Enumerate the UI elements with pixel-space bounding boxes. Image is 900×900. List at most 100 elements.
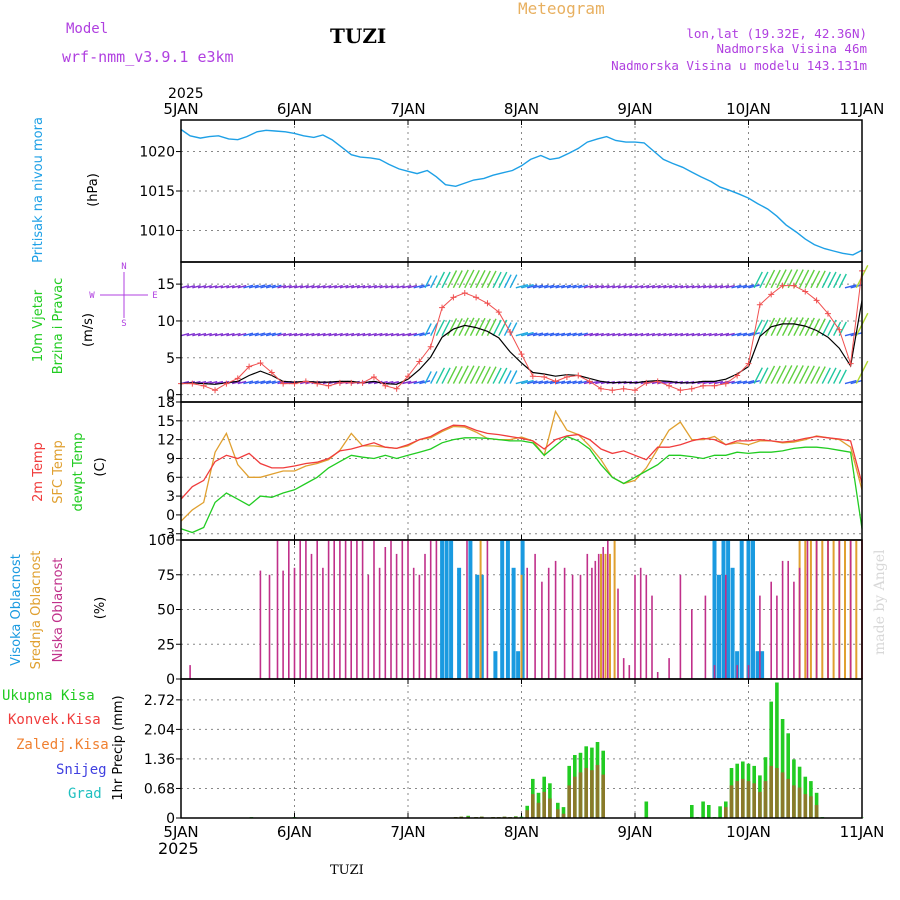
wind-flag xyxy=(838,273,847,289)
wind-flag xyxy=(226,332,235,337)
legend-hail: Grad xyxy=(68,786,102,802)
wind-flag xyxy=(368,332,377,337)
wind-flag xyxy=(555,332,566,337)
precip-bar xyxy=(758,791,762,818)
gust-marker xyxy=(325,382,332,389)
precip-bar xyxy=(573,776,577,818)
wind-flag xyxy=(697,332,707,337)
cloud-bar xyxy=(793,581,795,679)
wind-flag xyxy=(657,332,667,337)
wind-flag xyxy=(764,317,776,337)
wind-flag xyxy=(345,332,355,337)
bottom-date-label: 6JAN xyxy=(277,823,312,841)
cloud-bar xyxy=(547,567,550,679)
precip-bar xyxy=(718,806,722,818)
wind-flag xyxy=(481,318,491,336)
cloud-bar xyxy=(563,567,566,679)
cloud-bar xyxy=(268,574,271,680)
cloud-bar xyxy=(333,540,335,679)
wind-flag xyxy=(214,333,224,337)
cloud-bar xyxy=(781,560,784,679)
cloud-bar xyxy=(189,665,191,679)
wind-flag xyxy=(237,380,247,385)
wind-flag xyxy=(759,271,769,289)
wind-flag xyxy=(419,284,431,289)
cloud-bar xyxy=(613,540,616,679)
top-date-label: 10JAN xyxy=(726,100,771,118)
y-tick-label: 100 xyxy=(148,533,175,549)
wind-flag xyxy=(441,319,451,337)
wind-flag xyxy=(220,332,230,337)
wind-flag xyxy=(617,285,627,289)
gust-marker xyxy=(189,380,196,387)
wind-flag xyxy=(810,366,821,384)
wind-flag xyxy=(299,332,309,337)
cloud-bar xyxy=(726,540,731,679)
wind-flag xyxy=(719,332,730,337)
wind-flag xyxy=(589,380,599,385)
cloud-bar xyxy=(717,574,721,680)
cloud-bar xyxy=(759,595,761,679)
wind-flag xyxy=(192,285,201,289)
wind-flag xyxy=(407,284,418,289)
precip-bar xyxy=(590,770,594,818)
cloud-bar xyxy=(712,540,717,679)
temp2m-title: 2m Temp xyxy=(31,442,46,502)
wind-flag xyxy=(725,332,735,337)
wind-flag xyxy=(651,284,661,289)
wind-flag xyxy=(447,365,458,384)
y-tick-label: 0.68 xyxy=(144,781,175,797)
wind-flag xyxy=(668,284,678,289)
y-tick-label: 2.72 xyxy=(144,693,175,709)
wind-flag xyxy=(282,332,292,337)
wind-flag xyxy=(589,284,599,289)
precip-bar xyxy=(690,805,694,818)
wind-flag xyxy=(827,367,837,384)
wind-flag xyxy=(260,284,272,289)
cloud-bar xyxy=(390,540,392,679)
wind-flag xyxy=(810,270,821,289)
wind-flag xyxy=(595,332,604,337)
gust-marker xyxy=(314,380,321,387)
wind-flag xyxy=(390,285,399,289)
y-tick-label: 0 xyxy=(166,811,175,827)
wind-flag xyxy=(373,332,383,337)
cloud-bar xyxy=(838,540,841,679)
wind-flag xyxy=(277,284,287,289)
wind-flag xyxy=(271,332,282,337)
gust-marker xyxy=(666,382,673,389)
top-date-label: 11JAN xyxy=(840,100,885,118)
wind-flag xyxy=(271,380,282,385)
cloud-bar xyxy=(746,540,751,679)
gust-marker xyxy=(575,372,582,379)
cloud-bar xyxy=(855,540,858,679)
compass-rose: N S E W xyxy=(89,262,157,329)
wind-flag xyxy=(776,365,787,384)
precip-panel: 0 0.68 1.36 2.04 2.72 xyxy=(144,678,864,827)
gust-marker xyxy=(836,326,843,333)
gust-marker xyxy=(518,351,525,358)
wind-flag xyxy=(561,284,572,289)
wind-flag xyxy=(674,332,684,337)
cloud-bar xyxy=(651,595,653,679)
cloud-bar xyxy=(288,540,290,679)
cloud-bar xyxy=(350,540,352,679)
wind-flag xyxy=(674,285,684,289)
wind-flag xyxy=(180,332,190,337)
cloud-bar xyxy=(449,540,454,679)
pressure-title: Pritisak na nivou mora xyxy=(31,117,46,263)
cloud-bar xyxy=(259,570,262,679)
wind-flag xyxy=(271,284,282,289)
gust-marker xyxy=(529,373,536,380)
cloud-bar xyxy=(815,540,818,679)
wind-flag xyxy=(220,285,230,289)
gust-marker xyxy=(802,288,809,295)
wind-flag xyxy=(787,317,799,337)
wind-flag xyxy=(781,365,793,384)
wind-flag xyxy=(736,380,748,385)
gust-marker xyxy=(711,382,718,389)
wind-flag xyxy=(265,332,276,337)
wind-title-line1: 10m Vjetar xyxy=(31,289,46,362)
wind-flag xyxy=(458,365,469,384)
wind-flag xyxy=(736,332,748,337)
